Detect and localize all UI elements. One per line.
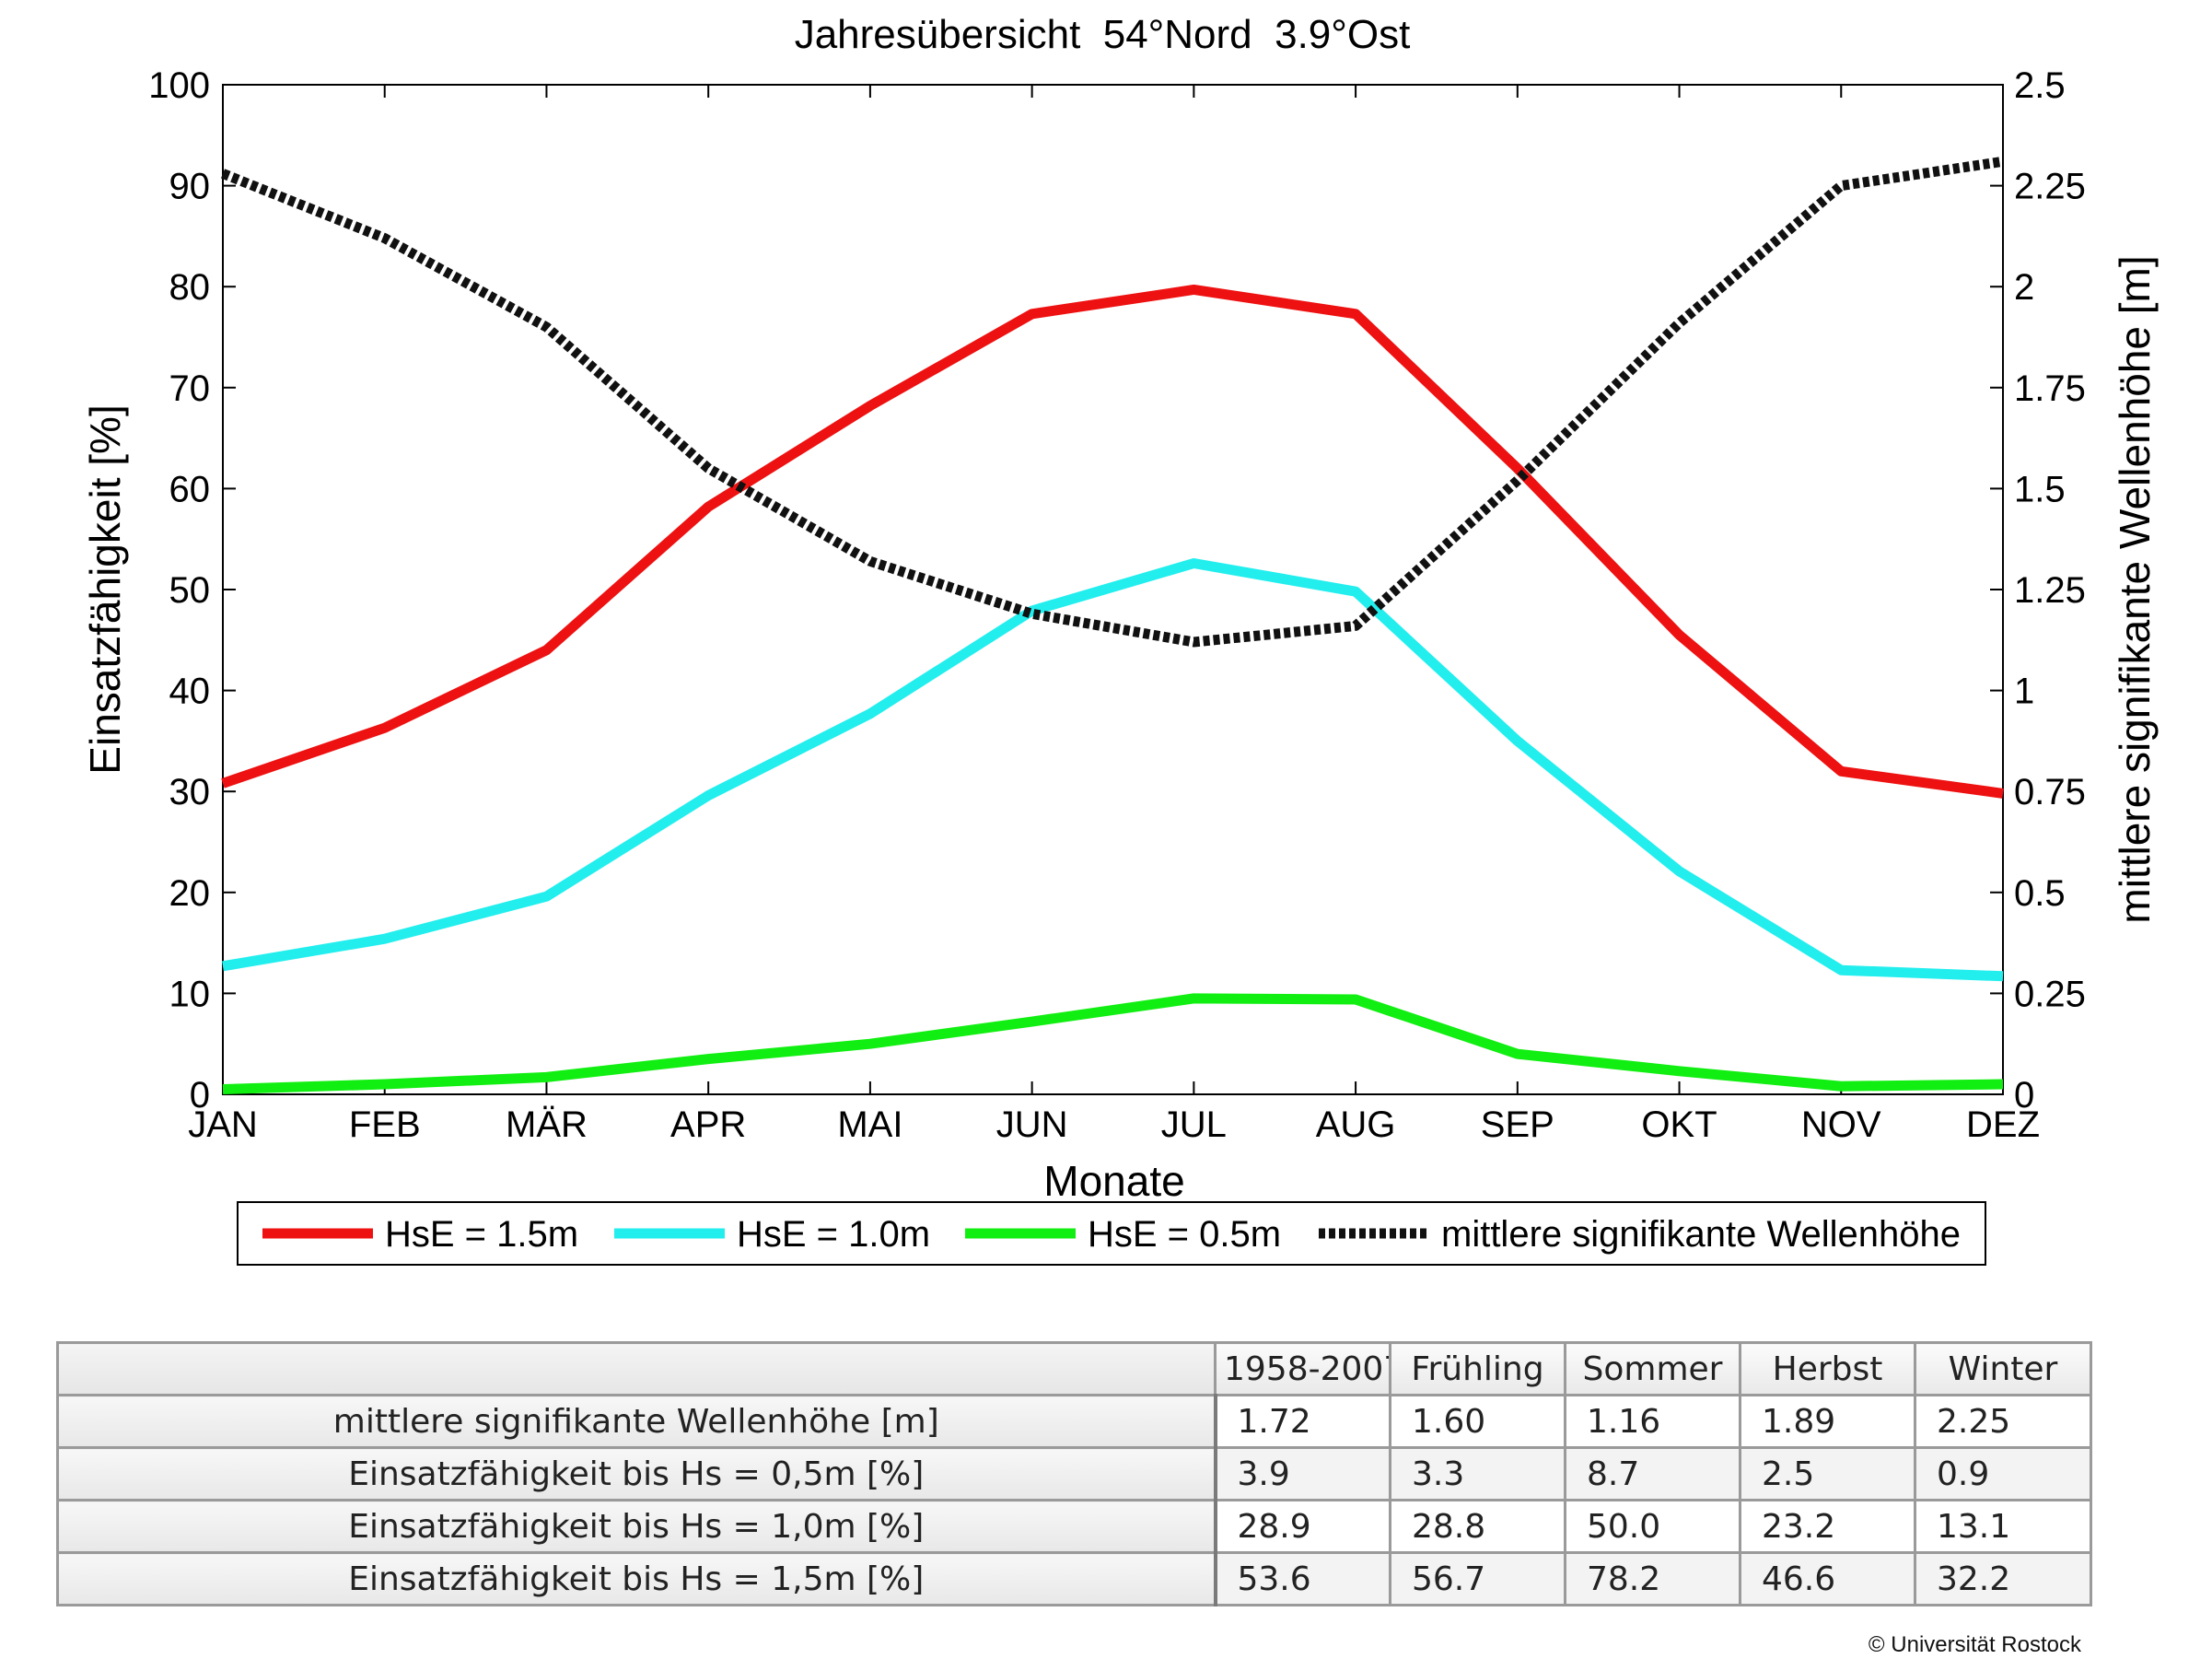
legend-label: HsE = 0.5m [1088,1214,1281,1255]
table-row-label: Einsatzfähigkeit bis Hs = 1,0m [%] [56,1499,1217,1554]
y-tick-label-right: 0.25 [2014,974,2086,1014]
table-row-label: Einsatzfähigkeit bis Hs = 1,5m [%] [56,1551,1217,1606]
table-column-header: Herbst [1739,1341,1916,1396]
y-axis-label-left: Einsatzfähigkeit [%] [81,404,129,774]
table-cell: 3.3 [1389,1446,1566,1501]
y-tick-label-left: 70 [169,368,211,409]
copyright-notice: © Universität Rostock [1868,1632,2081,1657]
y-tick-label-right: 0.75 [2014,772,2086,812]
x-tick-label: SEP [1481,1104,1554,1145]
y-tick-label-left: 90 [169,167,211,207]
table-cell: 1.89 [1739,1394,1916,1449]
table-row-label: mittlere signifikante Wellenhöhe [m] [56,1394,1217,1449]
table-column-header: 1958-2007 [1214,1341,1391,1396]
x-tick-label: MAI [837,1104,902,1145]
y-tick-label-left: 30 [169,772,211,812]
y-tick-label-right: 2.25 [2014,167,2086,207]
y-axis-label-right: mittlere signifikante Wellenhöhe [m] [2111,255,2159,923]
table-cell: 13.1 [1914,1499,2092,1554]
table-cell: 3.9 [1214,1446,1391,1501]
table-cell: 32.2 [1914,1551,2092,1606]
series-line-4 [220,156,2004,648]
x-tick-label: MÄR [506,1104,588,1145]
table-column-header: Frühling [1389,1341,1566,1396]
chart: Jahresübersicht 54°Nord 3.9°Ost JAN FEB MÄ… [81,12,2159,1266]
x-tick-label: NOV [1801,1104,1881,1145]
table-cell: 53.6 [1214,1551,1391,1606]
table-cell: 56.7 [1389,1551,1566,1606]
y-tick-label-left: 40 [169,672,211,712]
x-tick-label: DEZ [1966,1104,2040,1145]
table-cell: 50.0 [1564,1499,1741,1554]
y-tick-label-left: 20 [169,873,211,914]
x-tick-label: JAN [188,1104,258,1145]
y-tick-label-right: 1.25 [2014,570,2086,611]
x-axis-label: Monate [1043,1157,1184,1205]
y-tick-label-right: 2 [2014,267,2034,308]
table-corner-cell [56,1341,1217,1396]
table-cell: 8.7 [1564,1446,1741,1501]
series-line-1 [221,284,2004,799]
statistics-table: 1958-2007 Frühling Sommer Herbst Winter … [56,1341,2092,1606]
table-row-label: Einsatzfähigkeit bis Hs = 0,5m [%] [56,1446,1217,1501]
legend-box [237,1201,1986,1266]
table-header-row: 1958-2007 Frühling Sommer Herbst Winter [56,1341,2092,1396]
table-cell: 28.8 [1389,1499,1566,1554]
chart-title: Jahresübersicht 54°Nord 3.9°Ost [795,12,1411,57]
y-tick-label-left: 100 [148,65,210,106]
x-tick-label: JUL [1161,1104,1227,1145]
x-tick-label: APR [670,1104,746,1145]
y-tick-label-left: 80 [169,267,211,308]
table-row: Einsatzfähigkeit bis Hs = 1,0m [%] 28.9 … [56,1499,2092,1554]
plot-area: JAN FEB MÄR APR MAI JUN JUL AUG SEP OKT NOV DEZ0102… [148,65,2086,1145]
table-cell: 0.9 [1914,1446,2092,1501]
series-line-3 [222,993,2004,1095]
table-row: Einsatzfähigkeit bis Hs = 1,5m [%] 53.6 … [56,1551,2092,1606]
table-cell: 1.16 [1564,1394,1741,1449]
y-tick-label-right: 0.5 [2014,873,2066,914]
table-cell: 2.5 [1739,1446,1916,1501]
y-tick-label-left: 10 [169,974,211,1014]
table-column-header: Sommer [1564,1341,1741,1396]
table-column-header: Winter [1914,1341,2092,1396]
table-row: mittlere signifikante Wellenhöhe [m] 1.7… [56,1394,2092,1449]
table-cell: 1.60 [1389,1394,1566,1449]
y-tick-label-right: 1.5 [2014,469,2066,509]
legend-label: HsE = 1.5m [385,1214,578,1255]
x-tick-label: JUN [996,1104,1068,1145]
x-tick-label: AUG [1316,1104,1396,1145]
y-tick-label-left: 50 [169,570,211,611]
table-cell: 1.72 [1214,1394,1391,1449]
x-tick-label: FEB [349,1104,421,1145]
y-tick-label-right: 1.75 [2014,368,2086,409]
y-tick-label-right: 1 [2014,672,2034,712]
table-cell: 78.2 [1564,1551,1741,1606]
legend: HsE = 1.5m HsE = 1.0m HsE = 0.5m mittlere s… [237,1201,1986,1266]
y-tick-label-left: 0 [190,1075,210,1116]
legend-label: HsE = 1.0m [737,1214,930,1255]
table-cell: 28.9 [1214,1499,1391,1554]
y-tick-label-right: 0 [2014,1075,2034,1116]
x-tick-label: OKT [1641,1104,1717,1145]
legend-label: mittlere signifikante Wellenhöhe [1441,1214,1961,1255]
y-tick-label-right: 2.5 [2014,65,2066,106]
series-line-2 [222,558,2004,982]
y-tick-label-left: 60 [169,469,211,509]
table-cell: 2.25 [1914,1394,2092,1449]
table-cell: 23.2 [1739,1499,1916,1554]
table-cell: 46.6 [1739,1551,1916,1606]
table-row: Einsatzfähigkeit bis Hs = 0,5m [%] 3.9 3… [56,1446,2092,1501]
